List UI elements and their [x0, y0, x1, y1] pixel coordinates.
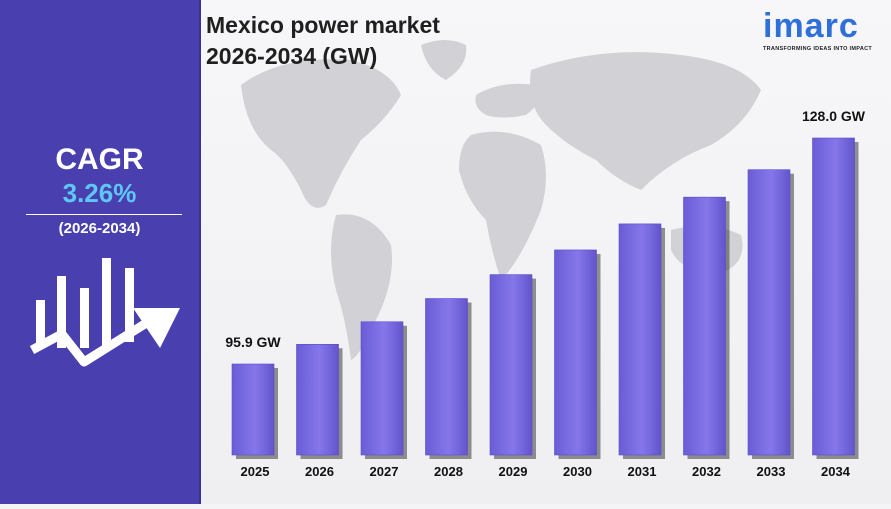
bar-2027	[360, 321, 404, 456]
bar-2029	[489, 274, 533, 456]
bar-2033	[747, 169, 791, 456]
x-tick-label-2032: 2032	[692, 464, 721, 479]
cagr-value: 3.26%	[62, 178, 137, 208]
bar-2031	[618, 223, 662, 456]
imarc-logo: imarc TRANSFORMING IDEAS INTO IMPACT	[763, 8, 883, 52]
x-tick-label-2030: 2030	[563, 464, 592, 479]
cagr-sidebar: CAGR 3.26% (2026-2034)	[0, 0, 201, 504]
brand-tagline: TRANSFORMING IDEAS INTO IMPACT	[763, 46, 873, 52]
cagr-label: CAGR	[55, 143, 144, 176]
bar-2026	[296, 343, 339, 456]
bar-2025	[231, 363, 275, 456]
x-tick-label-2029: 2029	[499, 464, 528, 479]
x-tick-label-2031: 2031	[628, 464, 657, 479]
x-tick-label-2034: 2034	[821, 464, 851, 479]
chart-title: Mexico power market 2026-2034 (GW)	[206, 10, 440, 72]
data-label-2034: 128.0 GW	[802, 108, 866, 124]
brand-name: imarc	[763, 7, 859, 45]
chart-title-line-2: 2026-2034 (GW)	[206, 43, 378, 69]
x-tick-label-2033: 2033	[757, 464, 786, 479]
x-tick-label-2027: 2027	[370, 464, 399, 479]
growth-bars-arrow-icon	[29, 258, 180, 367]
cagr-period: (2026-2034)	[58, 220, 141, 237]
bar-2030	[554, 249, 597, 456]
x-tick-label-2026: 2026	[305, 464, 334, 479]
data-label-2025: 95.9 GW	[225, 334, 281, 350]
x-tick-label-2025: 2025	[241, 464, 270, 479]
x-tick-label-2028: 2028	[434, 464, 463, 479]
bar-2034	[812, 137, 855, 456]
divider	[26, 214, 182, 215]
bar-2032	[683, 196, 726, 456]
bar-2028	[425, 298, 468, 456]
chart-title-line-1: Mexico power market	[206, 12, 440, 38]
